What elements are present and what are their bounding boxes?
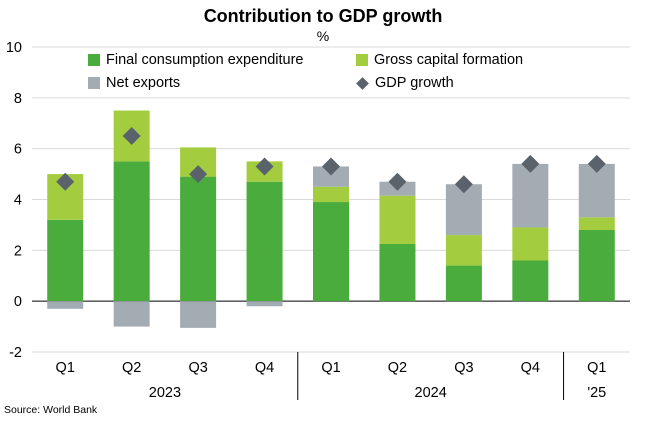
bar-segment-final-consumption (379, 243, 416, 302)
legend-swatch-net-exports (88, 77, 100, 89)
y-tick-label: 2 (14, 243, 22, 259)
x-tick-label: Q1 (56, 360, 75, 376)
bar-segment-final-consumption (47, 219, 84, 302)
bar-segment-net-exports (180, 301, 217, 328)
x-tick-label: Q2 (122, 360, 141, 376)
bar-segment-final-consumption (578, 230, 615, 302)
legend-label-net-exports: Net exports (106, 75, 181, 91)
bar-segment-final-consumption (512, 260, 549, 302)
y-tick-label: 8 (14, 91, 22, 107)
legend-label-gdp-growth: GDP growth (375, 75, 454, 91)
legend-marker-gdp-growth (356, 76, 369, 90)
bar-segment-final-consumption (445, 265, 482, 302)
gdp-growth-marker (255, 157, 274, 176)
x-tick-label: Q1 (587, 360, 606, 376)
bar-segment-net-exports (512, 163, 549, 228)
x-tick-label: Q3 (188, 360, 207, 376)
source-note: Source: World Bank (4, 404, 98, 416)
gdp-growth-marker (388, 172, 407, 191)
y-tick-label: -2 (9, 345, 22, 361)
chart-unit: % (316, 28, 330, 44)
gdp-growth-marker (122, 126, 141, 145)
bar-segment-gross-capital (512, 227, 549, 261)
bar-segment-gross-capital (578, 217, 615, 230)
gdp-growth-marker (56, 172, 75, 191)
bar-segment-gross-capital (445, 235, 482, 266)
gdp-growth-marker (189, 165, 208, 184)
bar-segment-gross-capital (313, 186, 349, 203)
bar-segment-net-exports (313, 166, 349, 187)
x-tick-label: Q3 (454, 360, 473, 376)
y-tick-label: 6 (14, 142, 22, 158)
bar-segment-gross-capital (379, 195, 416, 244)
bar-segment-final-consumption (313, 202, 349, 302)
x-group-label: '25 (587, 385, 606, 401)
gdp-growth-marker (521, 154, 540, 173)
y-tick-label: 4 (14, 193, 22, 209)
bar-segment-final-consumption (180, 176, 217, 302)
legend-item-final-consumption: Final consumption expenditure (88, 52, 303, 68)
x-tick-label: Q1 (321, 360, 340, 376)
x-tick-label: Q4 (255, 360, 274, 376)
bar-segment-net-exports (113, 301, 150, 327)
chart-title: Contribution to GDP growth (203, 6, 443, 26)
y-tick-label: 10 (6, 40, 22, 56)
legend-item-gdp-growth: GDP growth (356, 75, 454, 91)
gdp-growth-marker (454, 175, 473, 194)
x-group-label: 2024 (415, 385, 447, 401)
x-group-label: 2023 (149, 385, 181, 401)
bar-segment-final-consumption (246, 181, 283, 302)
bar-segment-net-exports (246, 301, 283, 307)
gdp-growth-marker (587, 154, 606, 173)
legend-swatch-gross-capital (356, 54, 368, 66)
legend-item-net-exports: Net exports (88, 75, 180, 91)
y-tick-label: 0 (14, 294, 22, 310)
bar-segment-net-exports (47, 301, 84, 309)
legend-swatch-final-consumption (88, 54, 100, 66)
legend-label-final-consumption: Final consumption expenditure (106, 52, 304, 68)
legend-item-gross-capital: Gross capital formation (356, 52, 523, 68)
legend-label-gross-capital: Gross capital formation (374, 52, 524, 68)
gdp-growth-marker (322, 157, 340, 176)
x-tick-label: Q2 (388, 360, 407, 376)
x-tick-label: Q4 (521, 360, 540, 376)
bar-segment-final-consumption (113, 161, 150, 302)
